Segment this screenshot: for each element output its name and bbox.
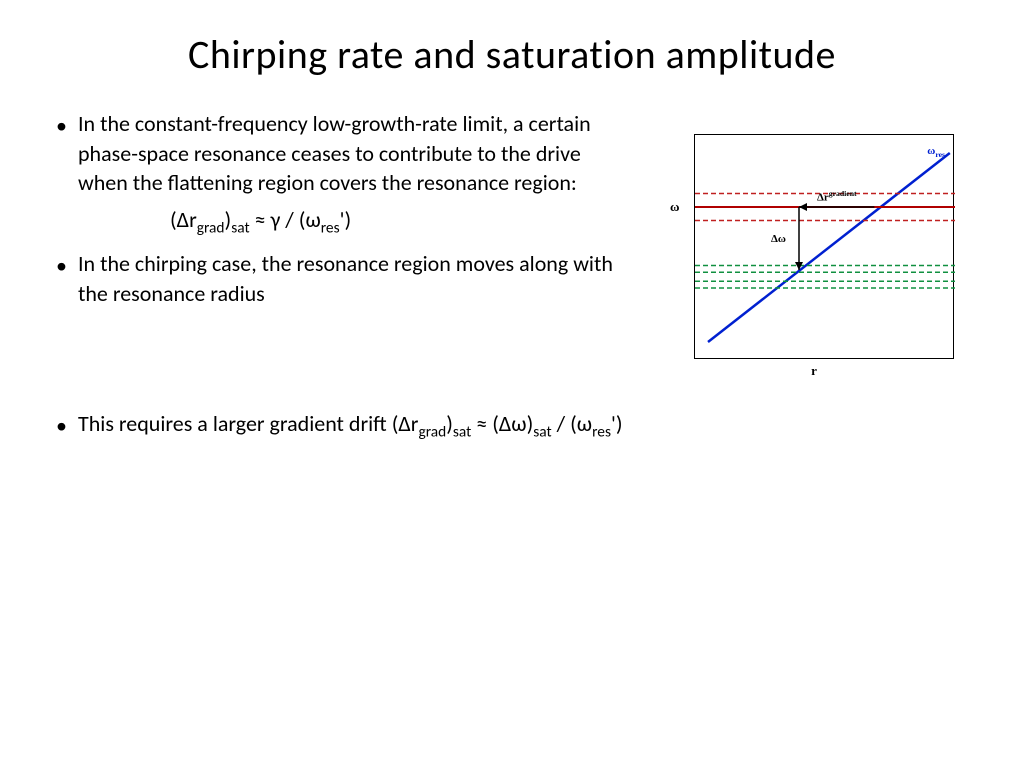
curve-label: ωres xyxy=(927,145,945,159)
x-axis-label: r xyxy=(664,363,964,379)
resonance-curve xyxy=(708,153,950,342)
plot-area: ωres Δrgradient Δω xyxy=(694,134,954,359)
slide: Chirping rate and saturation amplitude •… xyxy=(0,0,1024,768)
chart-column: ω xyxy=(654,109,974,389)
bullet-2: • In the chirping case, the resonance re… xyxy=(50,249,634,308)
y-axis-label: ω xyxy=(670,199,680,215)
bullet-dot-icon: • xyxy=(50,409,78,443)
bullet-1: • In the constant-frequency low-growth-r… xyxy=(50,109,634,198)
resonance-chart: ω xyxy=(664,129,964,389)
content-row: • In the constant-frequency low-growth-r… xyxy=(50,109,974,389)
bullet-dot-icon: • xyxy=(50,249,78,308)
formula-1: (Δrgrad)sat ≈ γ / (ωres') xyxy=(170,206,634,237)
bullet-3: • This requires a larger gradient drift … xyxy=(50,409,974,443)
arrow-h-head-icon xyxy=(799,203,807,211)
bullet-1-text: In the constant-frequency low-growth-rat… xyxy=(78,109,634,198)
bullet-3-text: This requires a larger gradient drift (Δ… xyxy=(78,409,623,443)
plot-svg xyxy=(695,135,955,360)
text-column: • In the constant-frequency low-growth-r… xyxy=(50,109,634,317)
delta-r-label: Δrgradient xyxy=(817,189,857,204)
bullet-2-text: In the chirping case, the resonance regi… xyxy=(78,249,634,308)
delta-omega-label: Δω xyxy=(771,233,786,245)
bullet-dot-icon: • xyxy=(50,109,78,198)
slide-title: Chirping rate and saturation amplitude xyxy=(50,30,974,79)
